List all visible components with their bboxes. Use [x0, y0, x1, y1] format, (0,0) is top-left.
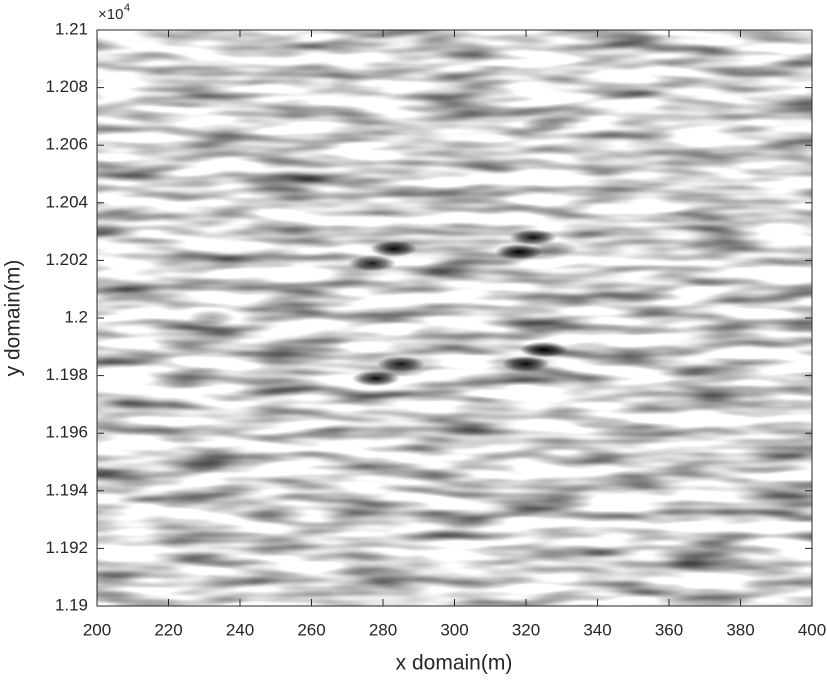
intensity-blob [519, 117, 568, 134]
intensity-blob [502, 356, 550, 373]
y-tick-label: 1.202 [45, 250, 88, 269]
y-tick-label: 1.198 [45, 365, 88, 384]
y-tick-label: 1.19 [55, 595, 88, 614]
intensity-blob [187, 310, 236, 326]
x-tick-label: 360 [655, 620, 683, 639]
intensity-blob [530, 240, 579, 257]
intensity-blob [509, 229, 558, 246]
y-tick-label: 1.194 [45, 480, 88, 499]
y-tick-label: 1.2 [64, 307, 88, 326]
y-multiplier: ×10 [98, 6, 123, 23]
y-axis-label: y domain(m) [2, 260, 25, 377]
y-tick-label: 1.204 [45, 192, 88, 211]
x-tick-label: 320 [512, 620, 540, 639]
x-tick-label: 220 [154, 620, 182, 639]
y-tick-label: 1.196 [45, 423, 88, 442]
x-tick-label: 240 [226, 620, 254, 639]
y-tick-label: 1.192 [45, 538, 88, 557]
x-axis-label: x domain(m) [396, 652, 513, 675]
y-tick-label: 1.206 [45, 135, 88, 154]
x-tick-label: 340 [583, 620, 611, 639]
y-tick-label: 1.208 [45, 77, 88, 96]
intensity-blob [519, 341, 568, 358]
x-tick-label: 260 [297, 620, 325, 639]
y-multiplier-exponent: 4 [124, 2, 130, 14]
x-tick-label: 300 [440, 620, 468, 639]
marks [180, 117, 579, 473]
y-tick-label: 1.21 [55, 19, 88, 38]
intensity-blob [348, 255, 397, 272]
x-tick-label: 200 [83, 620, 111, 639]
x-tick-label: 280 [369, 620, 397, 639]
intensity-blob [180, 456, 229, 473]
x-tick-label: 400 [798, 620, 826, 639]
x-tick-label: 380 [726, 620, 754, 639]
intensity-blob [351, 370, 400, 387]
intensity-blob [369, 240, 418, 257]
intensity-blob [376, 356, 425, 373]
